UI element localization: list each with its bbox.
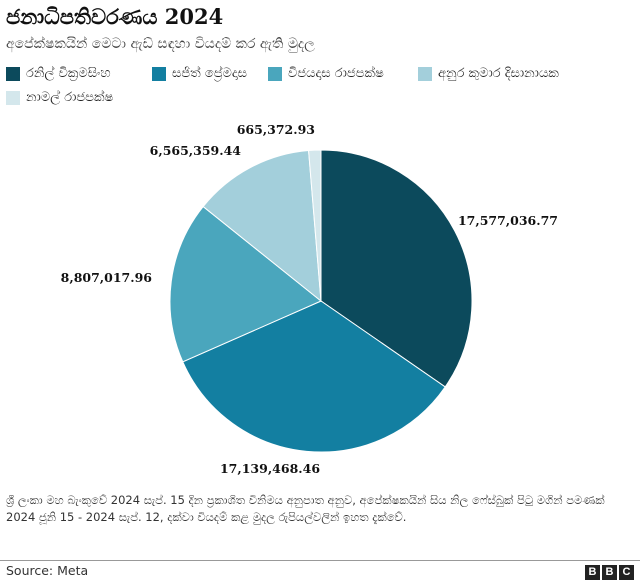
divider	[0, 560, 640, 561]
legend-label: සජිත් ප්‍රේමදාස	[172, 66, 247, 81]
footnote: ශ්‍රී ලංකා මහ බැංකුවේ 2024 සැප්. 15 දින …	[6, 493, 605, 524]
pie-labels: 17,577,036.77 17,139,468.46 8,807,017.96 6,…	[61, 122, 558, 476]
legend-item-anura: අනුර කුමාර දිසානායක	[418, 66, 559, 81]
slice-value-label: 8,807,017.96	[61, 270, 153, 285]
pie-slice	[308, 149, 322, 302]
chart-subtitle: අපේක්ෂකයින් මෙටා ඇඩ් සඳහා වියදම් කර ඇති …	[6, 36, 315, 52]
slice-value-label: 17,139,468.46	[220, 461, 320, 476]
legend-item-sajith: සජිත් ප්‍රේමදාස	[152, 66, 247, 81]
bbc-logo: B B C	[585, 565, 634, 580]
pie-chart: 17,577,036.77 17,139,468.46 8,807,017.96 6,…	[61, 122, 558, 476]
logo-letter: B	[602, 565, 617, 580]
pie-slice	[169, 205, 322, 363]
legend-swatch	[152, 66, 166, 81]
legend-swatch	[418, 66, 432, 81]
slice-value-label: 6,565,359.44	[150, 143, 242, 158]
pie-slice	[202, 149, 322, 303]
pie-slice	[182, 300, 446, 453]
slice-value-label: 665,372.93	[237, 122, 315, 137]
legend-label: නාමල් රාජපක්ෂ	[26, 90, 114, 105]
pie-slice	[320, 149, 473, 388]
chart-title: ජනාධිපතිවරණය 2024	[6, 4, 224, 29]
legend-label: විජයදාස රාජපක්ෂ	[288, 66, 384, 81]
logo-letter: C	[619, 565, 634, 580]
slice-value-label: 17,577,036.77	[458, 213, 558, 228]
legend-swatch	[6, 90, 20, 105]
logo-letter: B	[585, 565, 600, 580]
legend-swatch	[6, 66, 20, 81]
legend-item-ranil: රනිල් වික්‍රමසිංහ	[6, 66, 111, 81]
legend-label: අනුර කුමාර දිසානායක	[438, 66, 559, 81]
source-text: Source: Meta	[6, 563, 89, 578]
legend-swatch	[268, 66, 282, 81]
legend-item-namal: නාමල් රාජපක්ෂ	[6, 90, 113, 105]
legend-item-wijeyadasa: විජයදාස රාජපක්ෂ	[268, 66, 384, 81]
legend-label: රනිල් වික්‍රමසිංහ	[26, 66, 111, 81]
pie-slices	[169, 149, 473, 453]
